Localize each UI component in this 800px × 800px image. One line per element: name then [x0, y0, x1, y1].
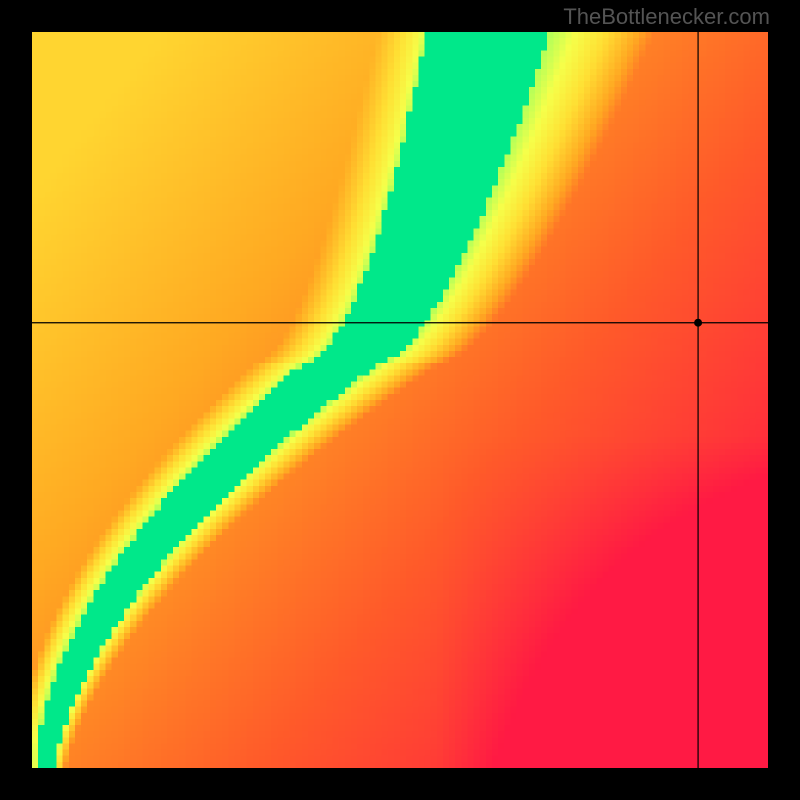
heatmap-canvas	[32, 32, 768, 768]
watermark-text: TheBottlenecker.com	[563, 4, 770, 30]
chart-container: TheBottlenecker.com	[0, 0, 800, 800]
